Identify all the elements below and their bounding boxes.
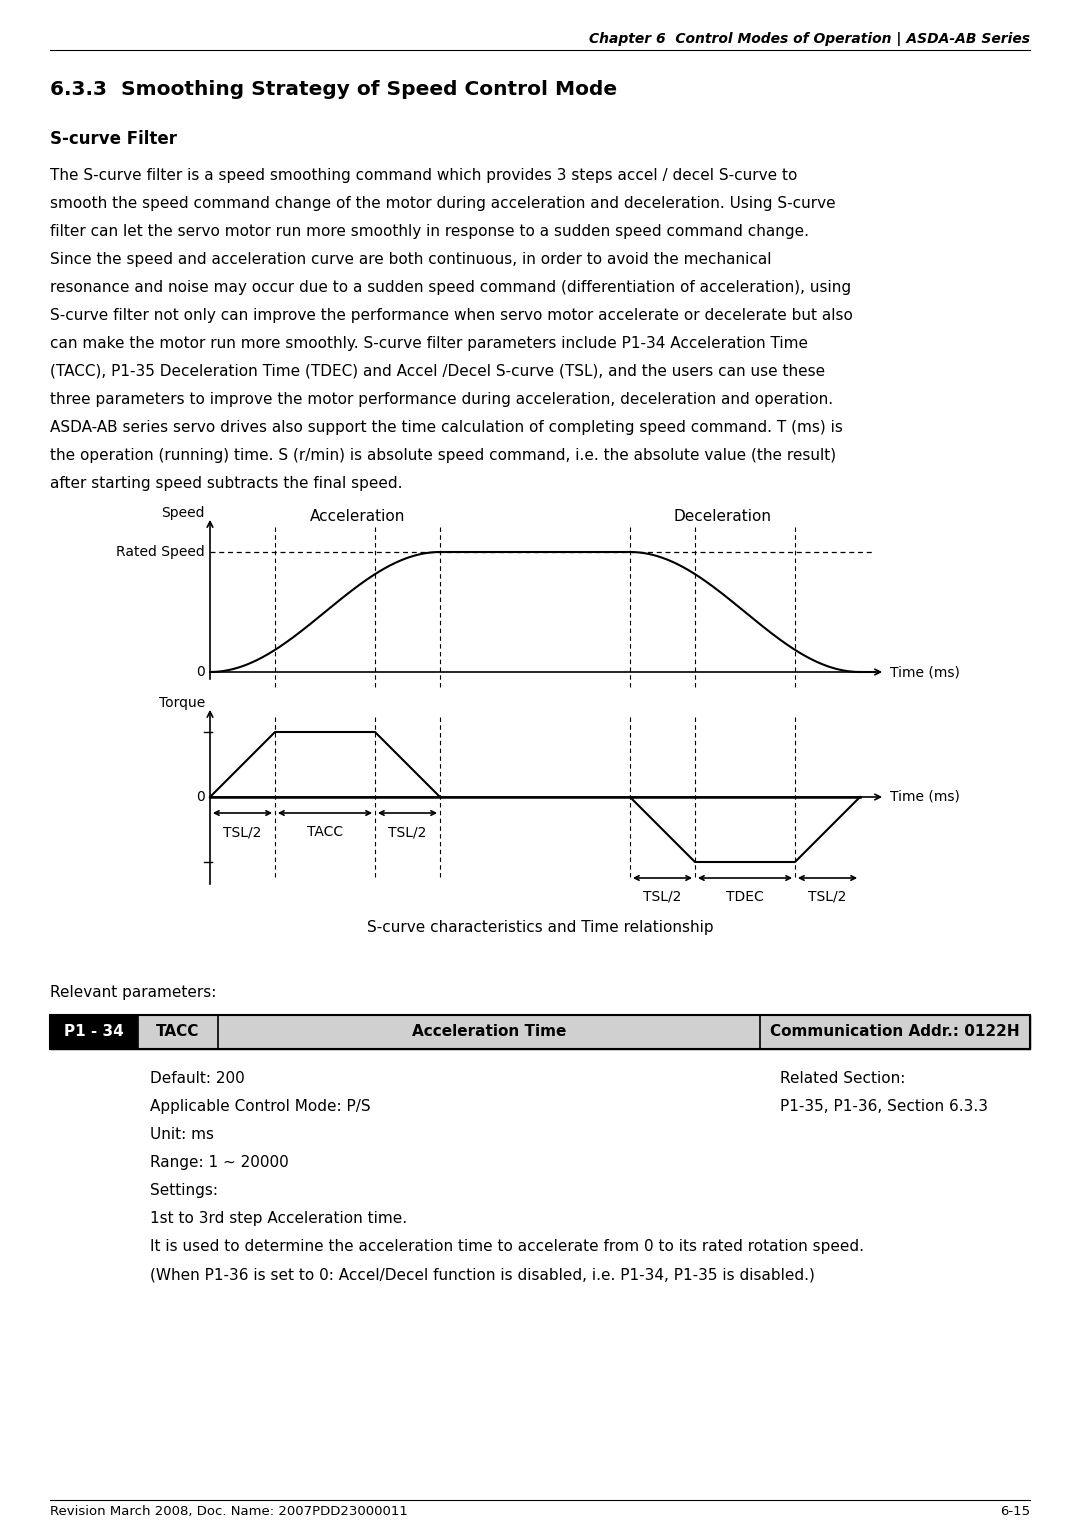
Text: TACC: TACC [307, 825, 343, 839]
Text: 0: 0 [197, 790, 205, 804]
Text: Acceleration Time: Acceleration Time [411, 1024, 566, 1039]
Text: three parameters to improve the motor performance during acceleration, decelerat: three parameters to improve the motor pe… [50, 393, 833, 406]
Text: Related Section:: Related Section: [780, 1071, 905, 1086]
Text: Rated Speed: Rated Speed [117, 545, 205, 559]
Text: Acceleration: Acceleration [310, 509, 405, 524]
Text: Applicable Control Mode: P/S: Applicable Control Mode: P/S [150, 1099, 370, 1114]
Text: The S-curve filter is a speed smoothing command which provides 3 steps accel / d: The S-curve filter is a speed smoothing … [50, 168, 797, 183]
Text: (TACC), P1-35 Deceleration Time (TDEC) and Accel /Decel S-curve (TSL), and the u: (TACC), P1-35 Deceleration Time (TDEC) a… [50, 364, 825, 379]
Text: 0: 0 [197, 665, 205, 678]
Text: Default: 200: Default: 200 [150, 1071, 245, 1086]
Text: S-curve filter not only can improve the performance when servo motor accelerate : S-curve filter not only can improve the … [50, 309, 853, 322]
Text: Relevant parameters:: Relevant parameters: [50, 986, 216, 999]
Text: Deceleration: Deceleration [674, 509, 771, 524]
Text: Time (ms): Time (ms) [890, 665, 960, 678]
Text: TSL/2: TSL/2 [644, 889, 681, 905]
Text: can make the motor run more smoothly. S-curve filter parameters include P1-34 Ac: can make the motor run more smoothly. S-… [50, 336, 808, 351]
Text: 6.3.3  Smoothing Strategy of Speed Control Mode: 6.3.3 Smoothing Strategy of Speed Contro… [50, 79, 617, 99]
Text: Chapter 6  Control Modes of Operation | ASDA-AB Series: Chapter 6 Control Modes of Operation | A… [589, 32, 1030, 46]
Text: filter can let the servo motor run more smoothly in response to a sudden speed c: filter can let the servo motor run more … [50, 225, 809, 238]
Text: Unit: ms: Unit: ms [150, 1128, 214, 1141]
Text: 6-15: 6-15 [1000, 1505, 1030, 1517]
Text: TSL/2: TSL/2 [224, 825, 261, 839]
Text: P1 - 34: P1 - 34 [64, 1024, 124, 1039]
Text: P1-35, P1-36, Section 6.3.3: P1-35, P1-36, Section 6.3.3 [780, 1099, 988, 1114]
Text: (When P1-36 is set to 0: Accel/Decel function is disabled, i.e. P1-34, P1-35 is : (When P1-36 is set to 0: Accel/Decel fun… [150, 1267, 815, 1282]
Text: Torque: Torque [159, 695, 205, 711]
Text: Range: 1 ~ 20000: Range: 1 ~ 20000 [150, 1155, 288, 1170]
Text: TDEC: TDEC [726, 889, 764, 905]
Text: S-curve Filter: S-curve Filter [50, 130, 177, 148]
Text: Since the speed and acceleration curve are both continuous, in order to avoid th: Since the speed and acceleration curve a… [50, 252, 771, 267]
Text: after starting speed subtracts the final speed.: after starting speed subtracts the final… [50, 477, 403, 490]
Text: TSL/2: TSL/2 [808, 889, 847, 905]
Text: 1st to 3rd step Acceleration time.: 1st to 3rd step Acceleration time. [150, 1212, 407, 1225]
Text: S-curve characteristics and Time relationship: S-curve characteristics and Time relatio… [367, 920, 713, 935]
Text: smooth the speed command change of the motor during acceleration and deceleratio: smooth the speed command change of the m… [50, 196, 836, 211]
Text: TACC: TACC [157, 1024, 200, 1039]
Text: It is used to determine the acceleration time to accelerate from 0 to its rated : It is used to determine the acceleration… [150, 1239, 864, 1254]
Bar [50, 1015, 1030, 1050]
Text: Revision March 2008, Doc. Name: 2007PDD23000011: Revision March 2008, Doc. Name: 2007PDD2… [50, 1505, 408, 1517]
Text: Settings:: Settings: [150, 1183, 218, 1198]
Text: Communication Addr.: 0122H: Communication Addr.: 0122H [770, 1024, 1020, 1039]
Bar [138, 1015, 1030, 1050]
Text: ASDA-AB series servo drives also support the time calculation of completing spee: ASDA-AB series servo drives also support… [50, 420, 842, 435]
Text: Speed: Speed [162, 506, 205, 520]
Text: TSL/2: TSL/2 [389, 825, 427, 839]
Bar [50, 1015, 1030, 1050]
Text: resonance and noise may occur due to a sudden speed command (differentiation of : resonance and noise may occur due to a s… [50, 280, 851, 295]
Text: the operation (running) time. S (r/min) is absolute speed command, i.e. the abso: the operation (running) time. S (r/min) … [50, 448, 836, 463]
Text: Time (ms): Time (ms) [890, 790, 960, 804]
